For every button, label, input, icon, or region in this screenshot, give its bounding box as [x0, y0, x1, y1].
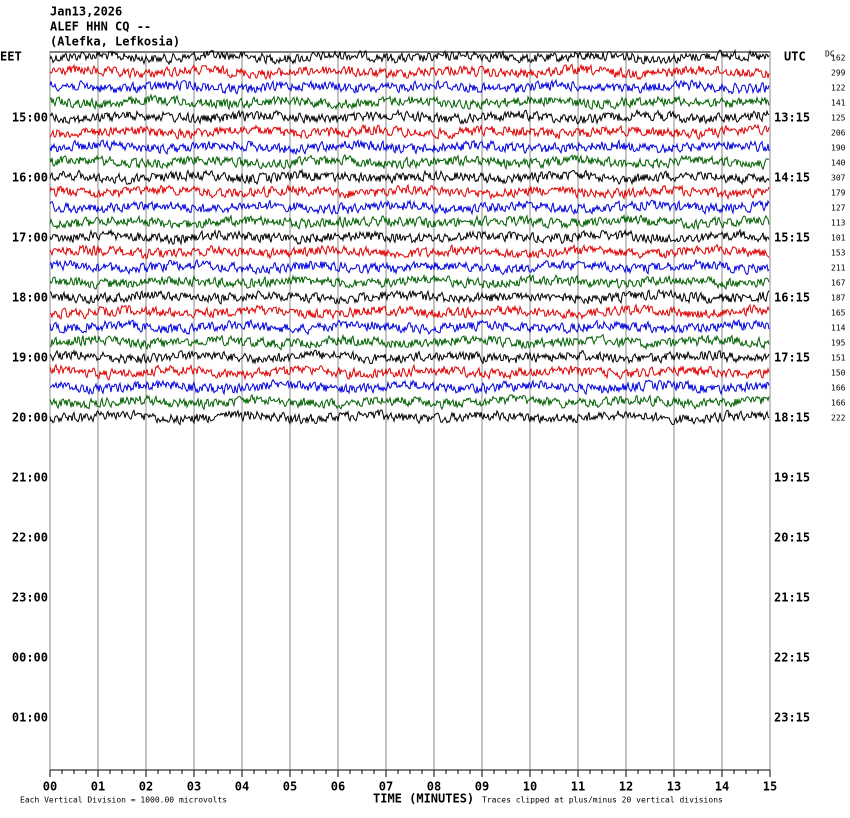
x-tick-label: 13	[667, 780, 681, 794]
x-tick-label: 09	[475, 780, 489, 794]
dc-value: 190	[831, 144, 846, 153]
right-time-label: 13:15	[774, 111, 810, 125]
location: (Alefka, Lefkosia)	[50, 35, 180, 49]
x-tick-label: 07	[379, 780, 393, 794]
dc-value: 166	[831, 384, 846, 393]
scale-note: Each Vertical Division = 1000.00 microvo…	[20, 796, 227, 805]
dc-value: 166	[831, 399, 846, 408]
left-time-label: 22:00	[12, 531, 48, 545]
dc-value: 299	[831, 69, 846, 78]
x-tick-label: 11	[571, 780, 585, 794]
left-time-label: 23:00	[12, 591, 48, 605]
dc-value: 167	[831, 279, 846, 288]
trace	[49, 213, 770, 231]
x-tick-label: 12	[619, 780, 633, 794]
dc-value: 127	[831, 204, 846, 213]
right-time-label: 20:15	[774, 531, 810, 545]
trace	[49, 138, 770, 156]
dc-value: 162	[831, 54, 846, 63]
trace	[49, 408, 770, 426]
dc-value: 151	[831, 354, 846, 363]
dc-value: 113	[831, 219, 846, 228]
dc-value: 195	[831, 339, 846, 348]
dc-value: 140	[831, 159, 846, 168]
trace	[49, 378, 770, 396]
x-tick-label: 00	[43, 780, 57, 794]
plot-frame	[49, 51, 771, 771]
x-tick-label: 01	[91, 780, 105, 794]
trace	[50, 288, 770, 305]
trace	[49, 273, 770, 291]
x-tick-label: 04	[235, 780, 249, 794]
dc-value: 125	[831, 114, 846, 123]
trace	[49, 393, 770, 411]
trace	[49, 228, 770, 246]
right-time-label: 15:15	[774, 231, 810, 245]
dc-value: 101	[831, 234, 846, 243]
dc-value: 153	[831, 249, 846, 258]
station: ALEF HHN CQ --	[50, 20, 151, 34]
trace	[49, 78, 770, 95]
left-time-label: 15:00	[12, 111, 48, 125]
x-tick-label: 03	[187, 780, 201, 794]
trace	[49, 108, 770, 125]
x-tick-label: 02	[139, 780, 153, 794]
dc-value: 114	[831, 324, 846, 333]
trace	[49, 348, 770, 365]
left-time-label: 01:00	[12, 711, 48, 725]
right-time-label: 23:15	[774, 711, 810, 725]
x-tick-label: 14	[715, 780, 729, 794]
trace	[49, 63, 770, 81]
trace	[49, 93, 770, 111]
left-axis-title: EET	[0, 50, 22, 64]
x-tick-label: 05	[283, 780, 297, 794]
dc-value: 307	[831, 174, 846, 183]
dc-value: 141	[831, 99, 846, 108]
clip-note: Traces clipped at plus/minus 20 vertical…	[482, 796, 723, 805]
x-axis-title: TIME (MINUTES)	[373, 792, 474, 806]
dc-value: 206	[831, 129, 846, 138]
dc-value: 222	[831, 414, 846, 423]
x-tick-label: 10	[523, 780, 537, 794]
dc-title: DC	[825, 50, 835, 59]
trace	[49, 199, 770, 216]
right-time-label: 19:15	[774, 471, 810, 485]
right-axis-title: UTC	[784, 50, 806, 64]
trace	[49, 318, 770, 336]
left-time-label: 17:00	[12, 231, 48, 245]
dc-value: 187	[831, 294, 846, 303]
dc-value: 122	[831, 84, 846, 93]
right-time-label: 22:15	[774, 651, 810, 665]
trace	[49, 303, 770, 321]
x-tick-label: 06	[331, 780, 345, 794]
trace	[49, 183, 770, 201]
trace	[49, 123, 770, 141]
date: Jan13,2026	[50, 5, 122, 19]
trace	[49, 363, 770, 381]
right-time-label: 16:15	[774, 291, 810, 305]
right-time-label: 17:15	[774, 351, 810, 365]
right-time-label: 21:15	[774, 591, 810, 605]
trace	[49, 333, 770, 351]
trace	[49, 153, 770, 171]
right-time-label: 14:15	[774, 171, 810, 185]
x-tick-label: 15	[763, 780, 777, 794]
left-time-label: 19:00	[12, 351, 48, 365]
left-time-label: 18:00	[12, 291, 48, 305]
trace	[49, 243, 770, 260]
left-time-label: 16:00	[12, 171, 48, 185]
dc-value: 165	[831, 309, 846, 318]
right-time-label: 18:15	[774, 411, 810, 425]
left-time-label: 20:00	[12, 411, 48, 425]
trace	[49, 48, 770, 66]
left-time-label: 00:00	[12, 651, 48, 665]
dc-value: 150	[831, 369, 846, 378]
dc-value: 179	[831, 189, 846, 198]
trace	[49, 168, 770, 186]
left-time-label: 21:00	[12, 471, 48, 485]
dc-value: 211	[831, 264, 846, 273]
x-tick-label: 08	[427, 780, 441, 794]
trace	[49, 258, 770, 276]
